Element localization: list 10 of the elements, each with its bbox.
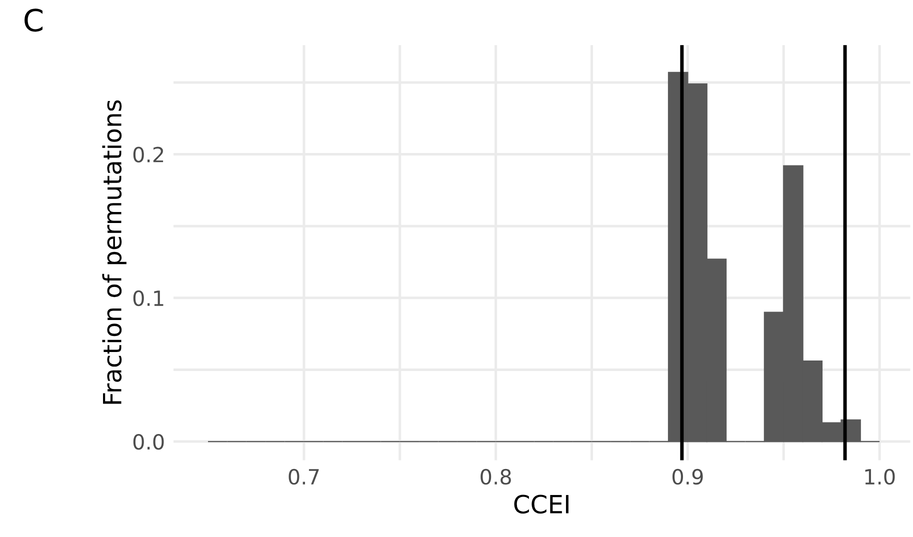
x-tick-label: 0.8 <box>480 468 511 485</box>
y-tick-label: 0.1 <box>133 290 164 306</box>
x-tick-label: 0.7 <box>288 468 319 485</box>
x-tick-label: 0.9 <box>672 468 703 485</box>
x-tick-label: 1.0 <box>865 468 895 485</box>
chart-title: C <box>24 8 43 32</box>
x-axis-title: CCEI <box>514 494 568 514</box>
y-axis-title: Fraction of permutations <box>102 100 126 404</box>
y-tick-label: 0.2 <box>133 146 164 162</box>
y-tick-label: 0.0 <box>133 434 164 450</box>
